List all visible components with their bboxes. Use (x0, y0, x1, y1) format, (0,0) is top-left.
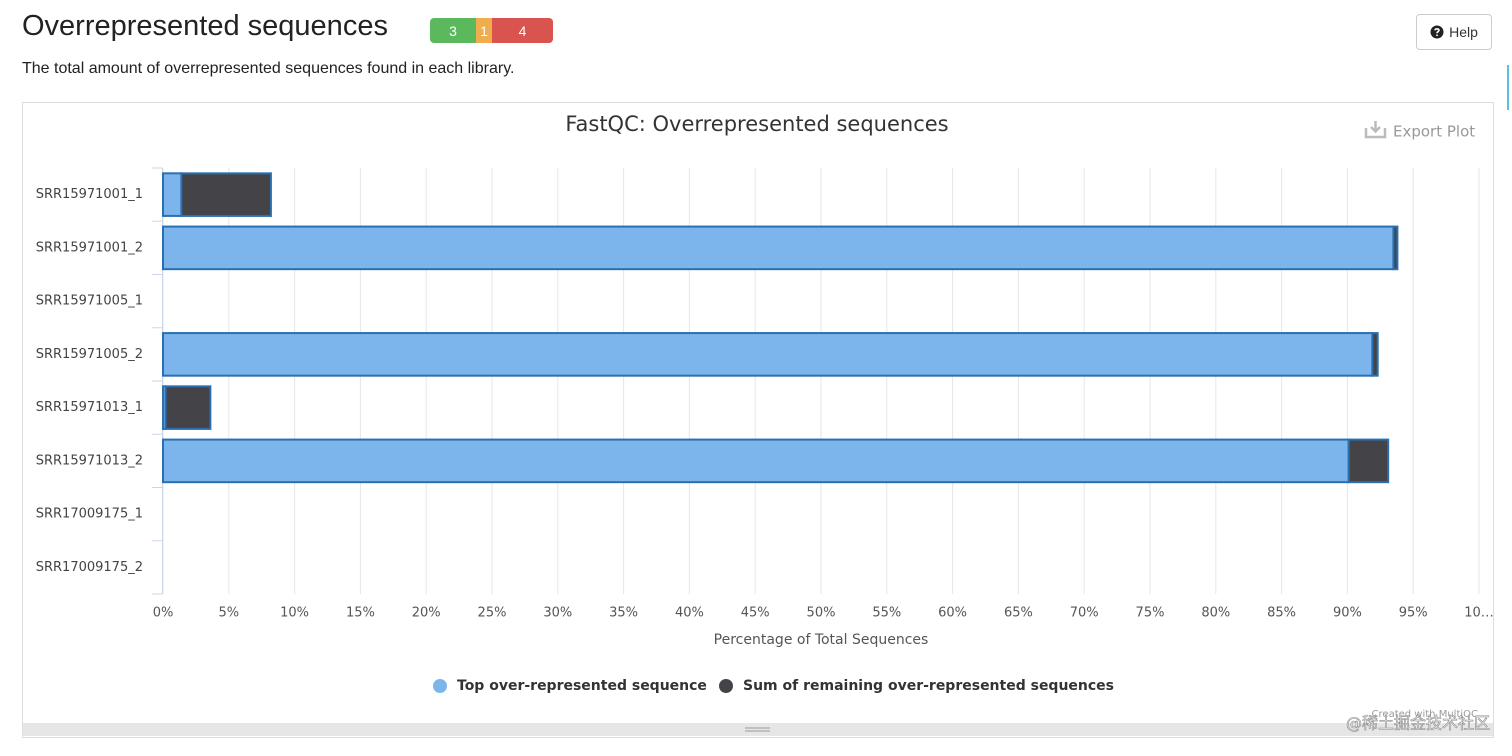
badge-warn[interactable]: 1 (476, 18, 492, 43)
x-tick-label: 95% (1399, 606, 1428, 621)
x-tick-label: 85% (1267, 606, 1296, 621)
badge-fail[interactable]: 4 (492, 18, 553, 43)
status-badges: 3 1 4 (430, 18, 553, 43)
x-tick-label: 25% (478, 606, 507, 621)
legend-marker (719, 679, 733, 693)
legend-marker (433, 679, 447, 693)
y-tick-label: SRR17009175_1 (36, 507, 143, 522)
x-tick-label: 40% (675, 606, 704, 621)
y-tick-label: SRR15971001_2 (36, 240, 143, 255)
x-axis-title: Percentage of Total Sequences (714, 632, 929, 648)
x-tick-label: 70% (1070, 606, 1099, 621)
bar-segment (162, 225, 1395, 271)
y-tick-label: SRR15971001_1 (36, 187, 143, 202)
x-tick-label: 75% (1136, 606, 1165, 621)
x-tick-label: 15% (346, 606, 375, 621)
bar-segment (162, 332, 1374, 377)
watermark: @稀土掘金技术社区 (1346, 714, 1490, 733)
legend-label: Top over-represented sequence (457, 678, 707, 694)
x-tick-label: 30% (543, 606, 572, 621)
x-tick-label: 5% (218, 606, 239, 621)
help-icon (1430, 25, 1444, 39)
bar-segment (1347, 438, 1390, 484)
bar-segment (1392, 225, 1399, 271)
x-tick-label: 10… (1464, 606, 1494, 621)
chart-title: FastQC: Overrepresented sequences (565, 112, 948, 136)
resize-grip (745, 727, 770, 732)
x-tick-label: 80% (1201, 606, 1230, 621)
x-tick-label: 50% (807, 606, 836, 621)
x-tick-label: 35% (609, 606, 638, 621)
bar-segment (162, 438, 1350, 484)
x-tick-label: 10% (280, 606, 309, 621)
export-button[interactable]: Export Plot (1364, 121, 1475, 141)
x-tick-label: 20% (412, 606, 441, 621)
y-tick-label: SRR15971013_1 (36, 400, 143, 415)
bar-segment (162, 172, 183, 217)
export-icon (1364, 121, 1387, 139)
resize-handle[interactable] (23, 723, 1493, 736)
y-tick-label: SRR15971005_2 (36, 347, 143, 362)
export-label: Export Plot (1393, 123, 1475, 141)
section-title: Overrepresented sequences (22, 10, 388, 42)
legend: Top over-represented sequence Sum of rema… (433, 678, 1114, 694)
section-description: The total amount of overrepresented sequ… (22, 60, 515, 77)
badge-pass[interactable]: 3 (430, 18, 476, 43)
x-tick-label: 90% (1333, 606, 1362, 621)
help-label: Help (1449, 24, 1478, 40)
x-tick-label: 55% (872, 606, 901, 621)
bar-segment (180, 172, 272, 217)
y-tick-label: SRR15971005_1 (36, 294, 143, 309)
bar-segment (1371, 332, 1379, 377)
x-tick-label: 45% (741, 606, 770, 621)
help-button[interactable]: Help (1416, 14, 1492, 50)
x-tick-label: 0% (153, 606, 174, 621)
bar-segment (164, 385, 212, 430)
x-tick-label: 60% (938, 606, 967, 621)
plot-panel (22, 102, 1494, 738)
legend-label: Sum of remaining over-represented sequen… (743, 678, 1114, 694)
credit: Created with MultiQC (1372, 709, 1478, 720)
x-tick-label: 65% (1004, 606, 1033, 621)
y-tick-label: SRR17009175_2 (36, 560, 143, 575)
y-tick-label: SRR15971013_2 (36, 453, 143, 468)
